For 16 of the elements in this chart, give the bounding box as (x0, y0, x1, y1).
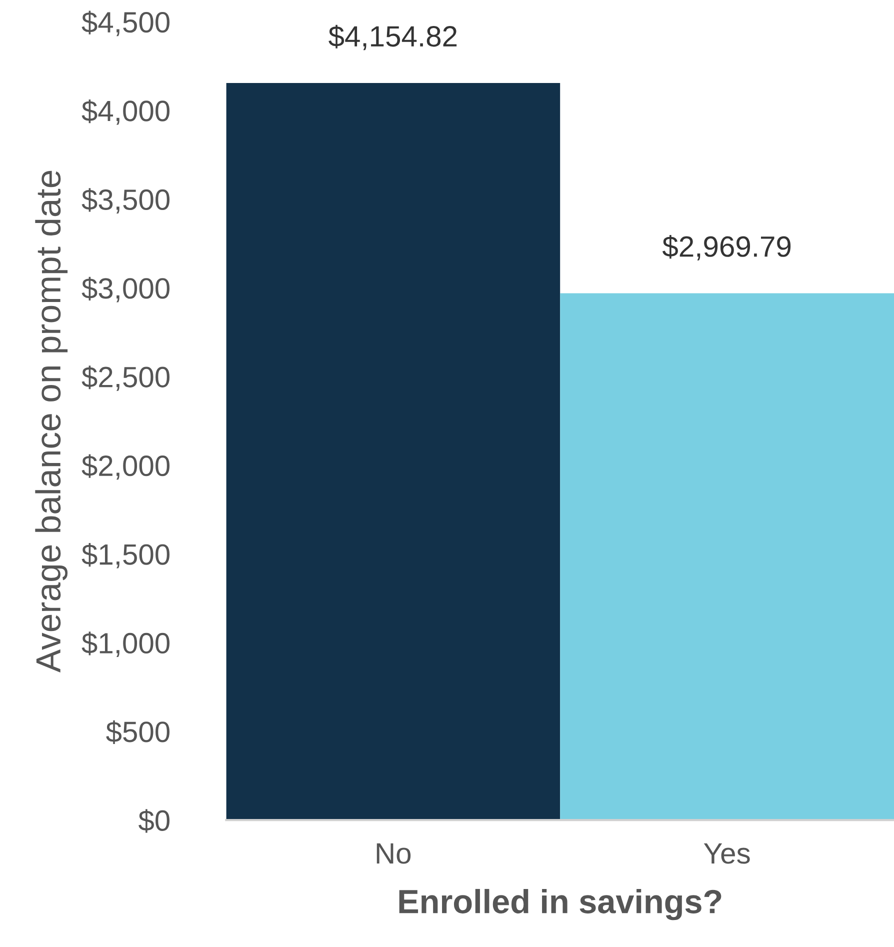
x-tick-label: Yes (704, 843, 750, 864)
x-tick-label: No (376, 843, 411, 864)
y-tick-label: $3,500 (82, 188, 170, 214)
y-tick-label: $4,000 (82, 99, 170, 125)
y-tick-label: $4,500 (82, 10, 170, 36)
y-tick-label: $2,500 (82, 366, 170, 391)
y-tick-label: $1,500 (82, 542, 170, 568)
y-axis-title: Average balance on prompt date (35, 170, 68, 672)
y-tick-label: $1,000 (82, 632, 170, 657)
data-label: $2,969.79 (662, 235, 791, 260)
data-label: $4,154.82 (328, 24, 457, 50)
y-tick-label: $2,000 (82, 454, 170, 480)
y-tick-label: $3,000 (82, 276, 170, 302)
y-tick-label: $0 (138, 809, 170, 833)
y-tick-label: $500 (106, 720, 170, 744)
x-axis-title: Enrolled in savings? (399, 888, 722, 920)
